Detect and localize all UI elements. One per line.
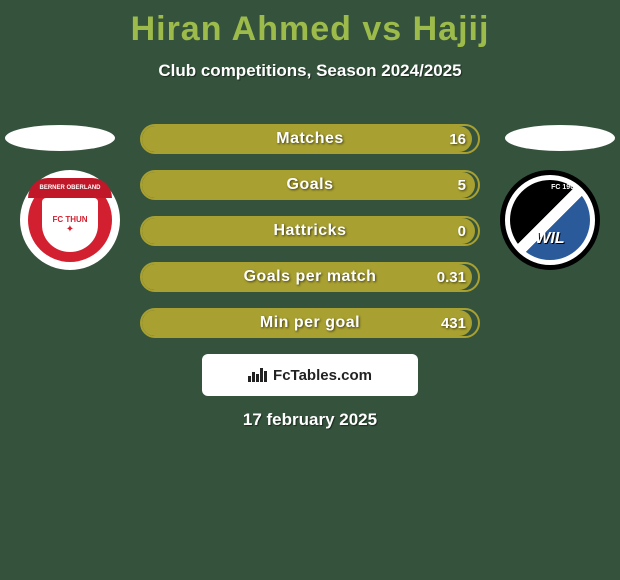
stats-bars: Matches 16 Goals 5 Hattricks 0 Goals per…	[140, 124, 480, 354]
team-left-logo: BERNER OBERLAND FC THUN ✦	[20, 170, 120, 270]
player-right-ellipse	[505, 125, 615, 151]
comparison-infographic: Hiran Ahmed vs Hajij Club competitions, …	[0, 0, 620, 580]
stat-bar: Matches 16	[140, 124, 480, 154]
stat-bar: Goals 5	[140, 170, 480, 200]
bar-value: 16	[449, 124, 466, 154]
bar-label: Goals per match	[140, 262, 480, 292]
logo-fc-text: FC 1900	[551, 184, 578, 191]
bar-value: 0.31	[437, 262, 466, 292]
chart-icon	[248, 368, 267, 382]
bar-label: Min per goal	[140, 308, 480, 338]
star-icon: ✦	[66, 224, 74, 235]
bar-label: Goals	[140, 170, 480, 200]
bar-value: 0	[458, 216, 466, 246]
stat-bar: Min per goal 431	[140, 308, 480, 338]
player-left-ellipse	[5, 125, 115, 151]
bar-value: 5	[458, 170, 466, 200]
attribution-box: FcTables.com	[202, 354, 418, 396]
bar-label: Hattricks	[140, 216, 480, 246]
logo-swirl	[510, 180, 590, 260]
bar-value: 431	[441, 308, 466, 338]
team-right-logo: FC 1900 WIL	[500, 170, 600, 270]
logo-shield: FC THUN ✦	[42, 198, 98, 252]
stat-bar: Goals per match 0.31	[140, 262, 480, 292]
stat-bar: Hattricks 0	[140, 216, 480, 246]
logo-wil-text: WIL	[500, 230, 600, 248]
date-text: 17 february 2025	[0, 410, 620, 430]
page-title: Hiran Ahmed vs Hajij	[0, 0, 620, 49]
subtitle: Club competitions, Season 2024/2025	[0, 61, 620, 81]
logo-fc-text: FC THUN	[52, 215, 87, 224]
bar-label: Matches	[140, 124, 480, 154]
attribution-text: FcTables.com	[273, 367, 372, 384]
logo-banner: BERNER OBERLAND	[28, 178, 112, 198]
